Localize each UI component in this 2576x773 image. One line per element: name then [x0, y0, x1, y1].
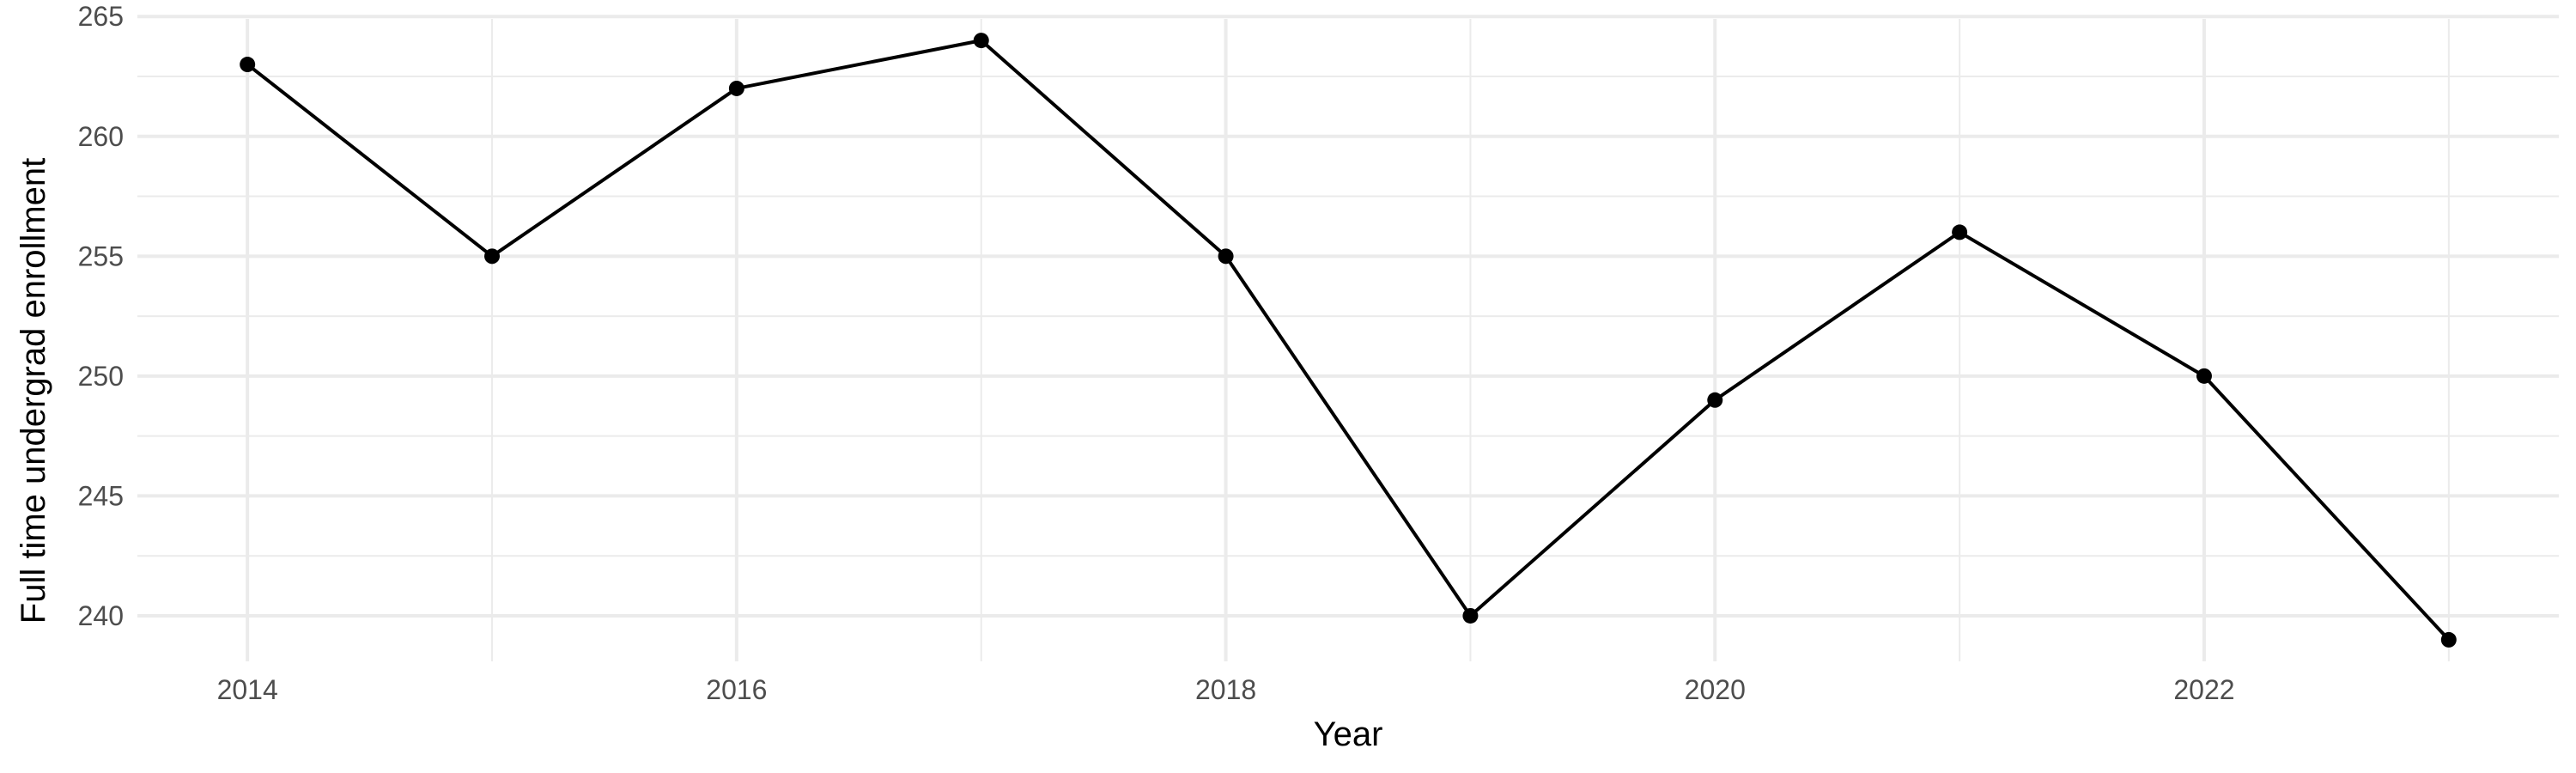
data-point	[2196, 368, 2212, 384]
x-tick-label: 2018	[1195, 674, 1256, 705]
series-layer	[240, 33, 2457, 648]
y-tick-label: 265	[78, 1, 124, 32]
y-tick-label: 240	[78, 600, 124, 631]
x-tick-label: 2016	[706, 674, 767, 705]
data-point	[973, 33, 989, 49]
data-point	[2440, 631, 2457, 648]
data-point	[1952, 224, 1968, 240]
y-tick-label: 260	[78, 121, 124, 152]
data-point	[240, 57, 256, 73]
data-point	[1707, 392, 1723, 408]
series-line	[246, 39, 2451, 642]
x-tick-label: 2022	[2173, 674, 2234, 705]
x-tick-label: 2020	[1685, 674, 1746, 705]
data-point	[1218, 248, 1234, 265]
x-tick-label: 2014	[217, 674, 278, 705]
x-axis-tick-labels: 2014 2016 2018 2020 2022	[217, 674, 2235, 705]
y-axis-tick-labels: 240 245 250 255 260 265	[78, 1, 124, 631]
x-axis-title: Year	[1314, 715, 1383, 753]
y-tick-label: 245	[78, 480, 124, 511]
major-gridlines	[137, 15, 2559, 661]
y-tick-label: 250	[78, 361, 124, 392]
y-axis-title: Full time undergrad enrollment	[15, 158, 52, 624]
data-point	[1462, 607, 1479, 624]
y-tick-label: 255	[78, 240, 124, 271]
data-point	[728, 80, 744, 96]
data-point	[484, 248, 501, 265]
minor-gridlines	[137, 19, 2559, 661]
